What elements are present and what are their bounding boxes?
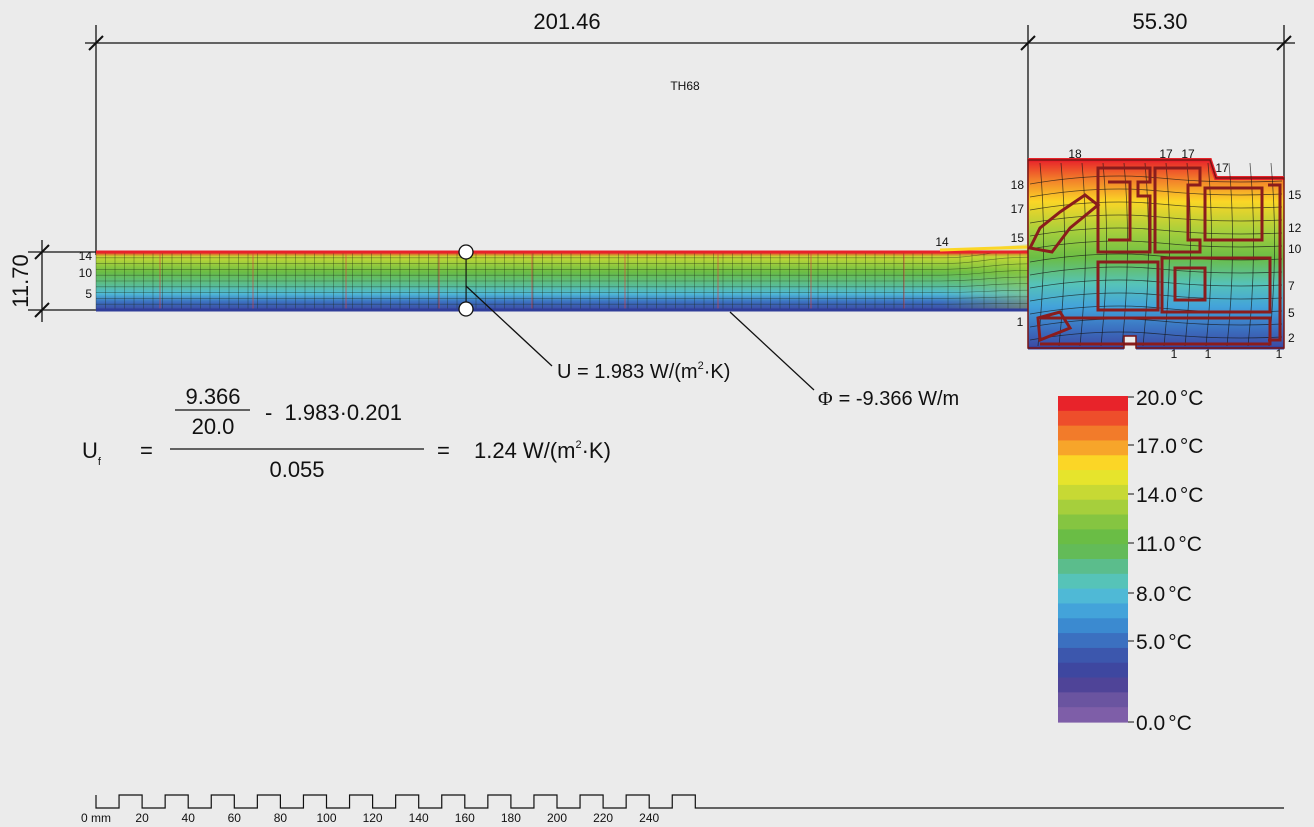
legend-band [1058, 618, 1128, 634]
iso-transition-14: 14 [935, 235, 949, 249]
u-value-label: U = 1.983 W/(m2·K) [557, 360, 730, 383]
legend-band [1058, 677, 1128, 693]
legend-band [1058, 603, 1128, 619]
iso-frame-top-17c: 17 [1215, 161, 1229, 175]
u-value-sup: 2 [698, 360, 704, 372]
legend-band [1058, 484, 1128, 501]
scale-tick-label: 0 mm [81, 811, 111, 825]
legend-band [1058, 588, 1128, 605]
scale-tick-label: 20 [135, 811, 149, 825]
formula-result-sup: 2 [575, 439, 581, 451]
formula-result: 1.24 W/(m [474, 438, 575, 463]
formula-result-tail: ·K) [582, 438, 611, 463]
uf-formula: Uf = 9.366 20.0 - 1.983·0.201 0.055 = 1.… [82, 384, 611, 482]
scale-tick-label: 120 [363, 811, 383, 825]
legend-label: 14.0 °C [1136, 484, 1203, 507]
iso-frame-left-17: 17 [1011, 202, 1025, 216]
iso-left-14: 14 [79, 249, 93, 263]
formula-equals: = [140, 438, 153, 463]
legend-band [1058, 692, 1128, 708]
legend-band [1058, 455, 1128, 471]
formula-minus-term: - 1.983·0.201 [265, 400, 402, 425]
legend-label: 8.0 °C [1136, 583, 1192, 606]
wall-section [95, 244, 1029, 312]
legend-band [1058, 707, 1128, 723]
phi-label: Φ = -9.366 W/m [818, 388, 959, 410]
section-label: TH68 [670, 79, 700, 93]
scale-tick-label: 180 [501, 811, 521, 825]
legend-labels: 20.0 °C 17.0 °C 14.0 °C 11.0 °C 8.0 °C 5.0 °C 0.0 °C [1128, 387, 1203, 735]
legend-band [1058, 559, 1128, 575]
legend-color-bands [1058, 396, 1128, 723]
marker-circle-bottom [458, 301, 474, 317]
marker-circle-top [458, 244, 474, 260]
iso-frame-bottom-1b: 1 [1205, 347, 1212, 361]
legend-band [1058, 410, 1128, 427]
iso-frame-top-17b: 17 [1181, 147, 1195, 161]
phi-value: = -9.366 W/m [839, 388, 960, 410]
iso-frame-right-10: 10 [1288, 242, 1302, 256]
isotherm-labels: 14 10 5 14 18 17 17 17 18 17 15 15 12 10… [79, 147, 1302, 361]
legend-band [1058, 396, 1128, 412]
iso-frame-bottom-1c: 1 [1276, 347, 1283, 361]
dim-top-right: 55.30 [1132, 9, 1187, 34]
legend-band [1058, 573, 1128, 590]
legend-label: 17.0 °C [1136, 435, 1203, 458]
scale-tick-label: 200 [547, 811, 567, 825]
u-value-markers [458, 244, 815, 391]
formula-equals2: = [437, 438, 450, 463]
dim-left-vertical: 11.70 [8, 254, 33, 307]
legend-band [1058, 647, 1128, 664]
legend-band [1058, 529, 1128, 545]
legend-label: 11.0 °C [1136, 533, 1202, 556]
iso-frame-right-15: 15 [1288, 188, 1302, 202]
svg-text:Uf: Uf [82, 438, 102, 468]
legend-band [1058, 633, 1128, 649]
iso-frame-right-5: 5 [1288, 306, 1295, 320]
legend-label: 0.0 °C [1136, 712, 1192, 735]
iso-frame-right-7: 7 [1288, 279, 1295, 293]
scale-tick-label: 160 [455, 811, 475, 825]
scale-tick-label: 40 [182, 811, 196, 825]
formula-num-b: 20.0 [192, 414, 235, 439]
iso-frame-bottom-1a: 1 [1171, 347, 1178, 361]
legend-band [1058, 470, 1128, 486]
iso-frame-right-12: 12 [1288, 221, 1302, 235]
legend-label: 5.0 °C [1136, 631, 1192, 654]
scale-tick-label: 60 [228, 811, 242, 825]
scale-tick-label: 100 [316, 811, 336, 825]
legend-band [1058, 662, 1128, 679]
formula-num-a: 9.366 [185, 384, 240, 409]
u-value-tail: ·K) [704, 361, 731, 383]
iso-frame-left-18: 18 [1011, 178, 1025, 192]
frame-section [1027, 158, 1285, 350]
legend-band [1058, 514, 1128, 530]
svg-text:1.24 W/(m2·K): 1.24 W/(m2·K) [474, 438, 611, 463]
scale-tick-label: 220 [593, 811, 613, 825]
formula-lhs-sub: f [98, 456, 102, 468]
legend-band [1058, 544, 1128, 560]
iso-left-5: 5 [85, 287, 92, 301]
legend-band [1058, 499, 1128, 516]
iso-frame-right-2: 2 [1288, 331, 1295, 345]
temperature-legend: 20.0 °C 17.0 °C 14.0 °C 11.0 °C 8.0 °C 5.0 °C 0.0 °C [1058, 387, 1203, 735]
iso-frame-top-17a: 17 [1159, 147, 1173, 161]
iso-left-10: 10 [79, 266, 93, 280]
legend-band [1058, 425, 1128, 442]
scale-tick-label: 140 [409, 811, 429, 825]
formula-lhs: U [82, 438, 98, 463]
scale-tick-label: 240 [639, 811, 659, 825]
scale-tick-label: 80 [274, 811, 288, 825]
u-value-main: U = 1.983 W/(m [557, 361, 698, 383]
formula-denominator: 0.055 [269, 457, 324, 482]
phi-symbol: Φ [818, 388, 833, 410]
legend-label: 20.0 °C [1136, 387, 1203, 410]
legend-band [1058, 440, 1128, 456]
dim-top-left: 201.46 [533, 9, 600, 34]
scale-bar: 0 mm 20 40 60 80 100 120 140 160 180 200 220 240 [81, 794, 1284, 825]
iso-frame-left-15: 15 [1011, 231, 1025, 245]
iso-frame-bottom-left-1: 1 [1017, 315, 1024, 329]
iso-frame-top-18: 18 [1068, 147, 1082, 161]
dimension-lines [28, 25, 1295, 322]
